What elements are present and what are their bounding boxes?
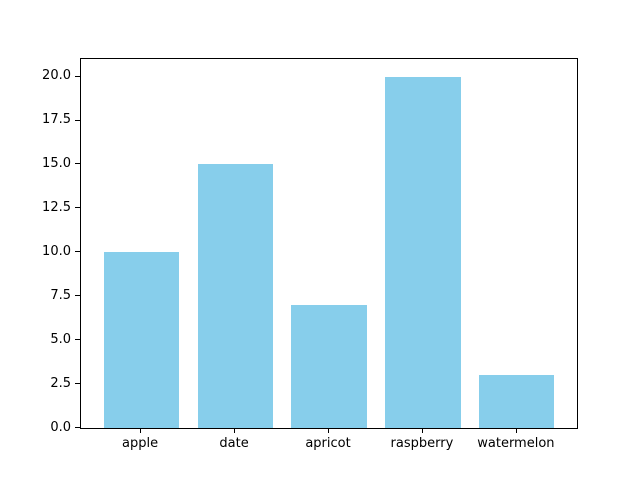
x-axis-tick-mark: [328, 428, 329, 433]
y-axis-tick-mark: [75, 207, 80, 209]
y-axis-tick-label: 2.5: [50, 375, 71, 391]
y-axis-tick-mark: [75, 119, 80, 121]
y-axis-tick-label: 10.0: [42, 243, 71, 259]
x-axis-tick-label: apricot: [305, 436, 351, 451]
y-axis-tick-label: 12.5: [42, 199, 71, 215]
bar-date: [197, 164, 273, 428]
y-axis-tick-label: 17.5: [42, 112, 71, 127]
x-axis-tick-label: apple: [122, 436, 159, 451]
bar-apricot: [291, 305, 367, 428]
x-axis-tick-mark: [515, 428, 517, 433]
y-axis-tick-label: 15.0: [42, 155, 71, 171]
bar-raspberry: [385, 76, 461, 428]
y-axis-tick-mark: [75, 163, 80, 165]
y-axis-tick-mark: [75, 339, 80, 341]
y-axis-tick-label: 0.0: [50, 419, 71, 435]
x-axis-tick-label: watermelon: [477, 436, 555, 451]
x-axis-tick-mark: [234, 428, 236, 433]
y-axis-tick-mark: [75, 251, 80, 253]
y-axis-tick-mark: [75, 383, 80, 385]
y-axis-tick-label: 5.0: [50, 331, 71, 347]
x-axis-tick-mark: [140, 428, 142, 433]
plot-area: [80, 58, 578, 429]
y-axis-tick-mark: [75, 75, 80, 77]
y-axis-tick-mark: [75, 295, 80, 297]
y-axis-tick-mark: [75, 427, 80, 428]
bar-apple: [103, 252, 179, 428]
x-axis-tick-label: raspberry: [390, 436, 454, 451]
y-axis-tick-label: 20.0: [42, 68, 71, 84]
bar-watermelon: [479, 375, 555, 428]
y-axis-tick-label: 7.5: [50, 287, 71, 303]
x-axis-tick-mark: [421, 428, 423, 433]
x-axis-tick-label: date: [219, 436, 249, 451]
